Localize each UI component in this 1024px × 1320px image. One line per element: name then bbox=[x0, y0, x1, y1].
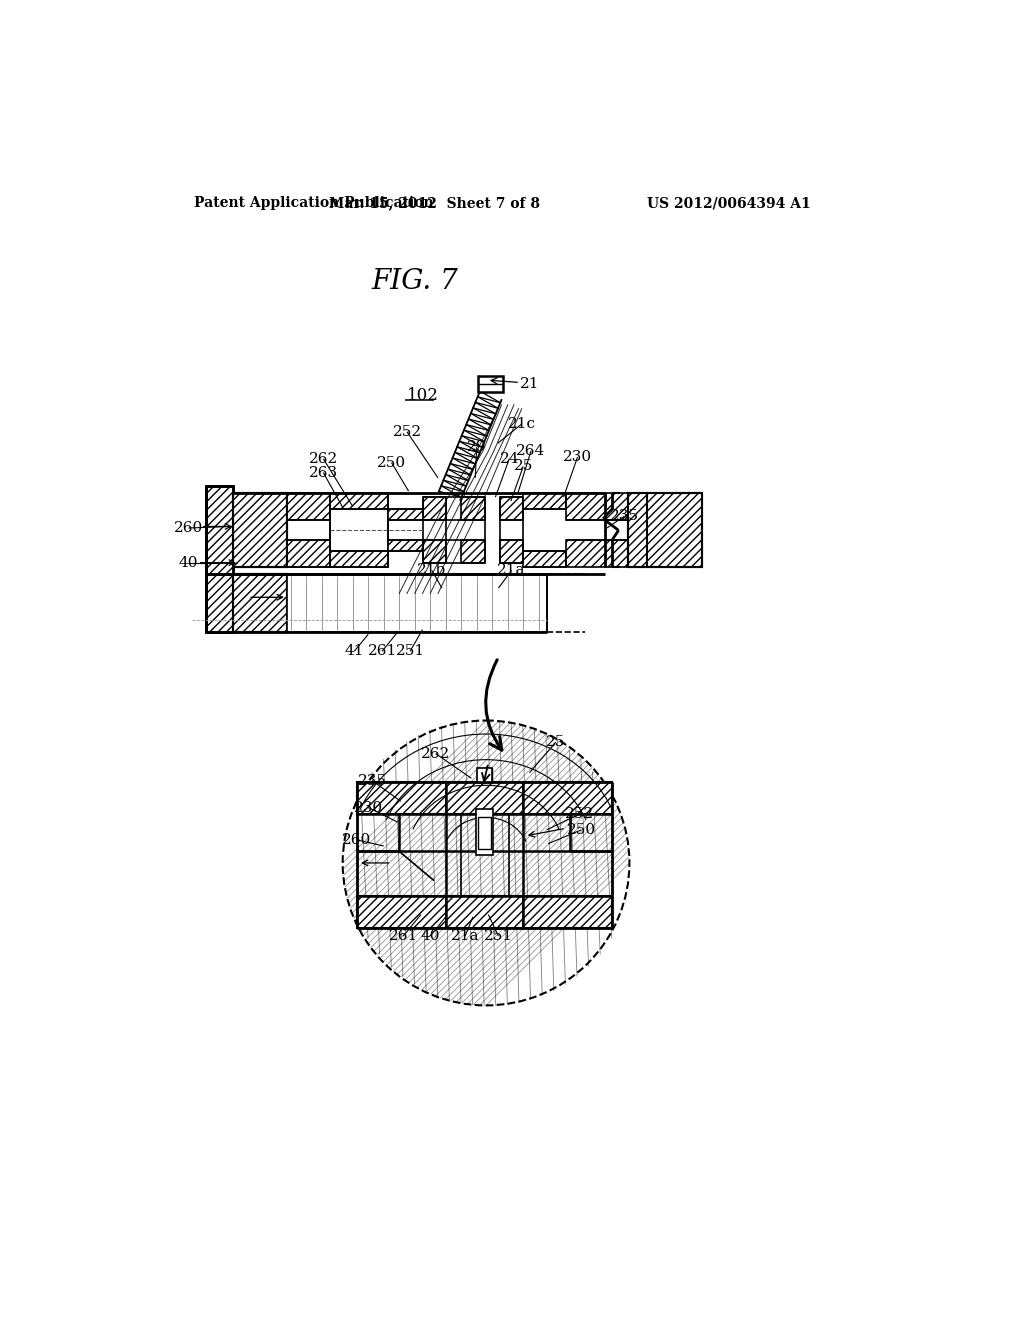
Text: 21c: 21c bbox=[508, 417, 536, 432]
Bar bbox=[206, 486, 232, 574]
Bar bbox=[287, 494, 330, 520]
Bar bbox=[477, 768, 493, 781]
Text: 40: 40 bbox=[421, 929, 440, 942]
Bar bbox=[232, 574, 287, 632]
Bar bbox=[423, 498, 445, 520]
Bar bbox=[461, 540, 484, 562]
Bar bbox=[330, 494, 388, 508]
Bar bbox=[423, 540, 445, 562]
Bar bbox=[330, 552, 388, 566]
Bar bbox=[232, 494, 287, 566]
Text: 235: 235 bbox=[357, 774, 387, 788]
Bar bbox=[206, 574, 232, 632]
Text: 264: 264 bbox=[516, 444, 546, 458]
Bar bbox=[388, 508, 423, 520]
Text: 251: 251 bbox=[395, 644, 425, 659]
Text: 25: 25 bbox=[514, 459, 532, 474]
Text: 29: 29 bbox=[467, 440, 486, 454]
Text: Mar. 15, 2012  Sheet 7 of 8: Mar. 15, 2012 Sheet 7 of 8 bbox=[329, 197, 540, 210]
Text: 235: 235 bbox=[609, 510, 639, 524]
Bar bbox=[476, 809, 493, 855]
Text: 262: 262 bbox=[421, 747, 451, 760]
Bar bbox=[523, 552, 566, 566]
Bar bbox=[500, 498, 523, 520]
Text: 24: 24 bbox=[500, 451, 519, 466]
Text: 21a: 21a bbox=[451, 929, 479, 942]
Text: 102: 102 bbox=[407, 387, 438, 404]
Bar bbox=[232, 494, 287, 566]
Text: 260: 260 bbox=[342, 833, 372, 847]
Text: 25: 25 bbox=[546, 735, 565, 748]
Bar bbox=[356, 896, 612, 928]
Bar bbox=[356, 781, 612, 814]
Bar bbox=[206, 486, 232, 574]
Text: 252: 252 bbox=[564, 808, 594, 821]
Bar bbox=[445, 781, 523, 814]
Bar bbox=[388, 540, 423, 552]
Text: 230: 230 bbox=[353, 800, 383, 814]
Text: 260: 260 bbox=[174, 521, 203, 535]
Bar bbox=[628, 494, 701, 566]
Bar bbox=[523, 494, 566, 508]
Text: 262: 262 bbox=[308, 451, 338, 466]
Bar bbox=[232, 574, 287, 632]
Bar bbox=[566, 494, 628, 520]
Text: Patent Application Publication: Patent Application Publication bbox=[194, 197, 433, 210]
Bar bbox=[566, 540, 628, 566]
Text: 261: 261 bbox=[368, 644, 397, 659]
Text: 21b: 21b bbox=[417, 564, 446, 577]
Bar bbox=[478, 376, 503, 392]
Text: 230: 230 bbox=[563, 450, 592, 465]
Text: US 2012/0064394 A1: US 2012/0064394 A1 bbox=[647, 197, 811, 210]
Text: FIG. 7: FIG. 7 bbox=[372, 268, 458, 296]
Bar bbox=[477, 768, 484, 781]
Bar bbox=[287, 540, 330, 566]
Text: 263: 263 bbox=[309, 466, 338, 479]
Bar bbox=[330, 494, 388, 566]
Text: 250: 250 bbox=[377, 455, 407, 470]
Bar bbox=[484, 768, 493, 781]
Text: 261: 261 bbox=[388, 929, 418, 942]
Text: 251: 251 bbox=[484, 929, 513, 942]
Text: 21a: 21a bbox=[498, 564, 526, 577]
Bar bbox=[500, 540, 523, 562]
Bar bbox=[287, 494, 330, 566]
Ellipse shape bbox=[343, 721, 630, 1006]
Bar bbox=[461, 498, 484, 520]
Text: 41: 41 bbox=[344, 644, 365, 659]
Bar bbox=[477, 817, 492, 849]
Text: 21: 21 bbox=[520, 378, 540, 391]
Bar bbox=[287, 574, 547, 632]
Text: 40: 40 bbox=[179, 556, 199, 570]
Text: 252: 252 bbox=[392, 425, 422, 438]
Bar bbox=[628, 494, 701, 566]
Bar bbox=[206, 574, 232, 632]
Bar bbox=[445, 896, 523, 928]
Text: 250: 250 bbox=[567, 822, 596, 837]
